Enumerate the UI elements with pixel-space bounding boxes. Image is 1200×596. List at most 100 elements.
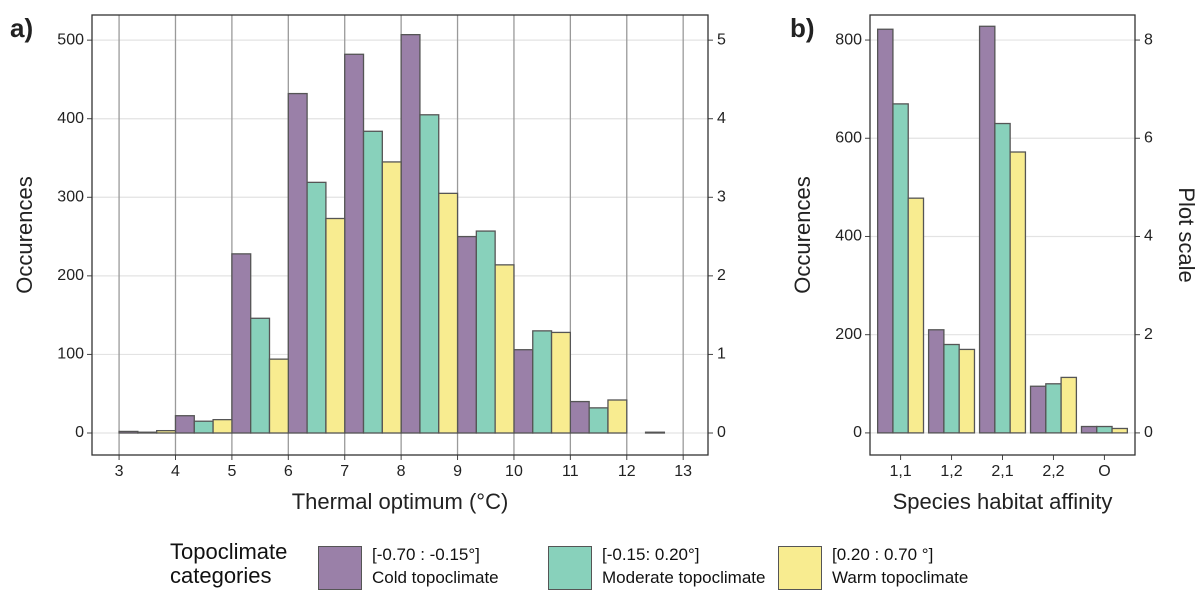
y2-tick-label: 1	[717, 346, 726, 363]
x-tick-label: 1,2	[940, 463, 962, 480]
bar	[550, 331, 572, 434]
bar	[1096, 425, 1113, 434]
y-tick-label: 500	[57, 31, 84, 48]
legend-swatch	[548, 546, 592, 590]
bar	[644, 431, 666, 434]
x-tick-label: 1,1	[889, 463, 911, 480]
bar	[419, 114, 440, 434]
y-axis-title: Occurences	[12, 176, 37, 293]
bar	[513, 349, 534, 434]
legend-swatch	[778, 546, 822, 590]
bar	[287, 92, 308, 434]
y-axis-title: Occurences	[790, 176, 815, 293]
bar	[362, 130, 383, 434]
bar	[268, 358, 289, 434]
bar	[907, 197, 925, 434]
y2-tick-label: 0	[1144, 424, 1153, 441]
y-tick-label: 800	[835, 31, 862, 48]
bar	[212, 418, 233, 434]
bar	[137, 431, 158, 434]
bar	[325, 217, 346, 434]
y-tick-label: 400	[57, 110, 84, 127]
bar	[1045, 383, 1062, 434]
legend-label: Warm topoclimate	[832, 568, 969, 587]
bar	[876, 28, 894, 434]
bar	[400, 33, 421, 434]
plot-frame	[91, 14, 709, 456]
legend-label: Moderate topoclimate	[602, 568, 766, 587]
plot-frame	[869, 14, 1136, 456]
bar	[475, 230, 496, 434]
legend-title: Topoclimate categories	[170, 539, 288, 588]
bar	[118, 430, 139, 434]
x-tick-label: 2,2	[1042, 463, 1064, 480]
bar	[174, 415, 195, 434]
bar	[1009, 151, 1027, 434]
y2-tick-label: 5	[717, 31, 726, 48]
bar	[231, 253, 252, 434]
x-tick-label: 9	[453, 463, 462, 480]
y2-tick-label: 2	[717, 267, 726, 284]
y2-tick-label: 4	[1144, 228, 1153, 245]
x-tick-label: 5	[227, 463, 236, 480]
legend-label: [0.20 : 0.70 °]	[832, 545, 934, 564]
y2-axis-title: Plot scale	[1174, 187, 1199, 282]
bar	[438, 192, 459, 434]
y-tick-label: 0	[853, 424, 862, 441]
y-tick-label: 0	[75, 424, 84, 441]
bar	[943, 343, 960, 434]
y2-tick-label: 3	[717, 189, 726, 206]
bar	[588, 407, 609, 434]
y-tick-label: 100	[57, 346, 84, 363]
bar	[456, 235, 477, 434]
bar	[958, 348, 976, 434]
bar	[156, 429, 177, 434]
bar	[607, 399, 628, 434]
bar	[1080, 425, 1098, 434]
x-tick-label: 6	[284, 463, 293, 480]
x-tick-label: O	[1098, 463, 1110, 480]
bar	[494, 264, 515, 434]
bar	[381, 161, 402, 434]
x-tick-label: 13	[674, 463, 692, 480]
bar	[569, 400, 590, 434]
x-tick-label: 10	[505, 463, 523, 480]
bar	[1111, 427, 1129, 434]
y-tick-label: 300	[57, 189, 84, 206]
y2-tick-label: 4	[717, 110, 726, 127]
bar	[532, 330, 553, 434]
x-tick-label: 11	[562, 463, 579, 480]
legend-label: [-0.15: 0.20°]	[602, 545, 700, 564]
y2-tick-label: 2	[1144, 326, 1153, 343]
x-tick-label: 12	[618, 463, 636, 480]
bar	[1029, 385, 1047, 434]
panel-label: b)	[790, 13, 815, 43]
bar	[250, 317, 271, 434]
x-tick-label: 2,1	[991, 463, 1013, 480]
bar	[978, 25, 996, 434]
y-tick-label: 200	[57, 267, 84, 284]
bar	[892, 103, 909, 434]
y-tick-label: 600	[835, 129, 862, 146]
bar	[927, 329, 945, 434]
legend-label: [-0.70 : -0.15°]	[372, 545, 480, 564]
legend-swatch	[318, 546, 362, 590]
panel-label: a)	[10, 13, 33, 43]
x-tick-label: 4	[171, 463, 180, 480]
y-tick-label: 400	[835, 228, 862, 245]
y2-tick-label: 0	[717, 424, 726, 441]
x-tick-label: 8	[397, 463, 406, 480]
bar	[193, 420, 214, 434]
bar	[994, 122, 1011, 434]
y-tick-label: 200	[835, 326, 862, 343]
bar	[1060, 376, 1078, 434]
y2-tick-label: 8	[1144, 31, 1153, 48]
x-axis-title: Thermal optimum (°C)	[292, 489, 509, 514]
x-tick-label: 7	[340, 463, 349, 480]
y2-tick-label: 6	[1144, 129, 1153, 146]
x-axis-title: Species habitat affinity	[893, 489, 1113, 514]
bar	[306, 181, 327, 434]
bar	[344, 53, 365, 434]
